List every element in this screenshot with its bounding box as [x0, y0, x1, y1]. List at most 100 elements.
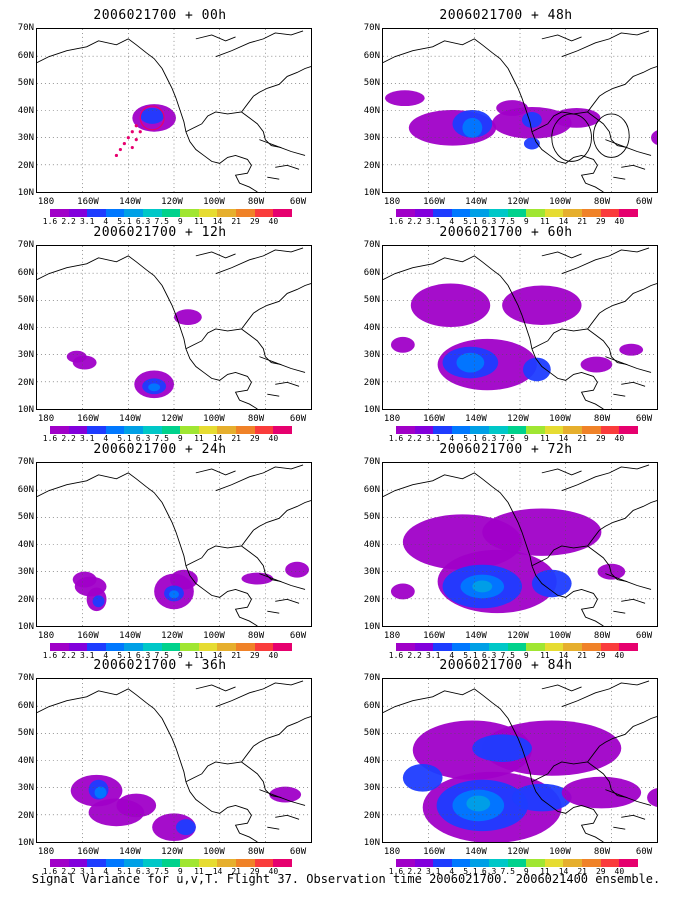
colorbar-swatch — [507, 426, 527, 434]
lat-label: 30N — [17, 567, 34, 577]
colorbar-swatch — [507, 643, 527, 651]
variance-contour — [561, 776, 642, 809]
lat-label: 10N — [17, 405, 34, 415]
colorbar-swatch — [414, 209, 434, 217]
colorbar-label: 5.1 — [117, 217, 132, 226]
colorbar-label: 4 — [449, 434, 455, 443]
lon-label: 80W — [247, 847, 265, 857]
variance-contour — [466, 795, 491, 812]
coastline — [621, 598, 646, 604]
panel-title: 2006021700 + 00h — [93, 8, 227, 23]
lat-label: 40N — [17, 755, 34, 766]
colorbar-swatch — [87, 643, 106, 651]
colorbar-label: 6.3 — [481, 867, 497, 876]
variance-contour — [269, 786, 302, 803]
colorbar-swatch — [217, 859, 237, 867]
colorbar-swatch — [180, 643, 199, 651]
panel-72h: 2006021700 + 72h 70N 60N 50N 40N 30N 20N 10N 18… — [346, 442, 666, 660]
colorbar-swatch — [68, 643, 88, 651]
colorbar-swatch — [161, 859, 181, 867]
colorbar-swatch — [236, 426, 255, 434]
lon-label: 180 — [383, 197, 401, 207]
lat-label: 20N — [17, 594, 34, 605]
lat-label: 50N — [363, 78, 380, 88]
observation-point — [134, 138, 138, 142]
colorbar — [396, 209, 638, 217]
colorbar-label: 6.3 — [135, 217, 151, 226]
colorbar-label: 40 — [614, 217, 625, 226]
colorbar-label: 3.1 — [79, 867, 95, 876]
lon-label: 140W — [119, 631, 141, 641]
lat-label: 20N — [363, 160, 380, 171]
lat-label: 40N — [363, 322, 380, 333]
lat-label: 30N — [363, 567, 380, 577]
colorbar-label: 21 — [231, 434, 241, 443]
variance-contour — [169, 590, 179, 599]
variance-contour — [174, 309, 202, 326]
variance-contour — [619, 343, 644, 356]
lon-label: 140W — [119, 847, 141, 857]
variance-contour — [94, 786, 107, 799]
colorbar-label: 2.2 — [407, 434, 422, 443]
lon-label: 160W — [423, 631, 445, 641]
colorbar-swatch — [582, 859, 601, 867]
lon-label: 100W — [203, 197, 225, 207]
figure-caption: Signal Variance for u,v,T. Flight 37. Ob… — [31, 872, 661, 886]
panel-36h: 2006021700 + 36h 70N 60N 50N 40N 30N 20N 10N 18… — [0, 658, 320, 876]
colorbar-swatch — [50, 643, 69, 651]
panel-12h: 2006021700 + 12h 70N 60N 50N 40N 30N 20N 10N 18… — [0, 225, 320, 443]
colorbar-swatch — [563, 643, 583, 651]
coastline — [195, 468, 236, 476]
lon-label: 140W — [465, 197, 487, 207]
observation-point — [126, 136, 130, 140]
colorbar-label: 29 — [595, 867, 606, 876]
colorbar — [50, 426, 292, 434]
colorbar-swatch — [600, 426, 620, 434]
lat-label: 50N — [17, 295, 34, 305]
variance-contour — [170, 569, 198, 590]
panel-title: 2006021700 + 12h — [93, 225, 227, 240]
colorbar-label: 14 — [558, 867, 569, 876]
coastline — [37, 472, 258, 626]
colorbar-label: 2.2 — [61, 434, 76, 443]
panel-title: 2006021700 + 48h — [439, 8, 573, 23]
coastline — [561, 464, 650, 492]
coastline — [185, 716, 311, 783]
coastline — [541, 468, 582, 476]
coastline — [541, 684, 582, 692]
lat-label: 30N — [17, 133, 34, 143]
map-plot — [382, 678, 658, 843]
lat-label: 70N — [363, 457, 380, 467]
colorbar-label: 21 — [577, 867, 587, 876]
colorbar-swatch — [217, 643, 237, 651]
coastline — [267, 176, 280, 180]
coastline — [37, 255, 258, 409]
lon-label: 180 — [37, 847, 55, 857]
colorbar-label: 1.6 — [42, 651, 58, 660]
variance-contour — [72, 571, 97, 588]
colorbar-swatch — [619, 209, 638, 217]
colorbar-swatch — [161, 209, 181, 217]
lon-label: 60W — [635, 847, 653, 857]
colorbar-swatch — [198, 426, 218, 434]
variance-contour — [410, 283, 491, 328]
colorbar-label: 21 — [577, 651, 587, 660]
variance-contour — [462, 117, 483, 138]
colorbar-swatch — [600, 643, 620, 651]
lat-label: 50N — [363, 512, 380, 522]
colorbar-swatch — [470, 209, 490, 217]
observation-point — [122, 142, 126, 146]
variance-contour — [402, 763, 443, 792]
colorbar-swatch — [470, 643, 490, 651]
lat-label: 30N — [363, 133, 380, 143]
lat-label: 70N — [17, 23, 34, 33]
colorbar-swatch — [489, 643, 508, 651]
coastline — [613, 826, 626, 830]
colorbar-label: 4 — [103, 434, 109, 443]
colorbar-label: 1.6 — [42, 434, 58, 443]
map-svg — [383, 29, 657, 192]
coastline — [241, 545, 282, 582]
colorbar-label: 2.2 — [407, 217, 422, 226]
colorbar-swatch — [254, 643, 274, 651]
lon-label: 120W — [161, 414, 183, 424]
